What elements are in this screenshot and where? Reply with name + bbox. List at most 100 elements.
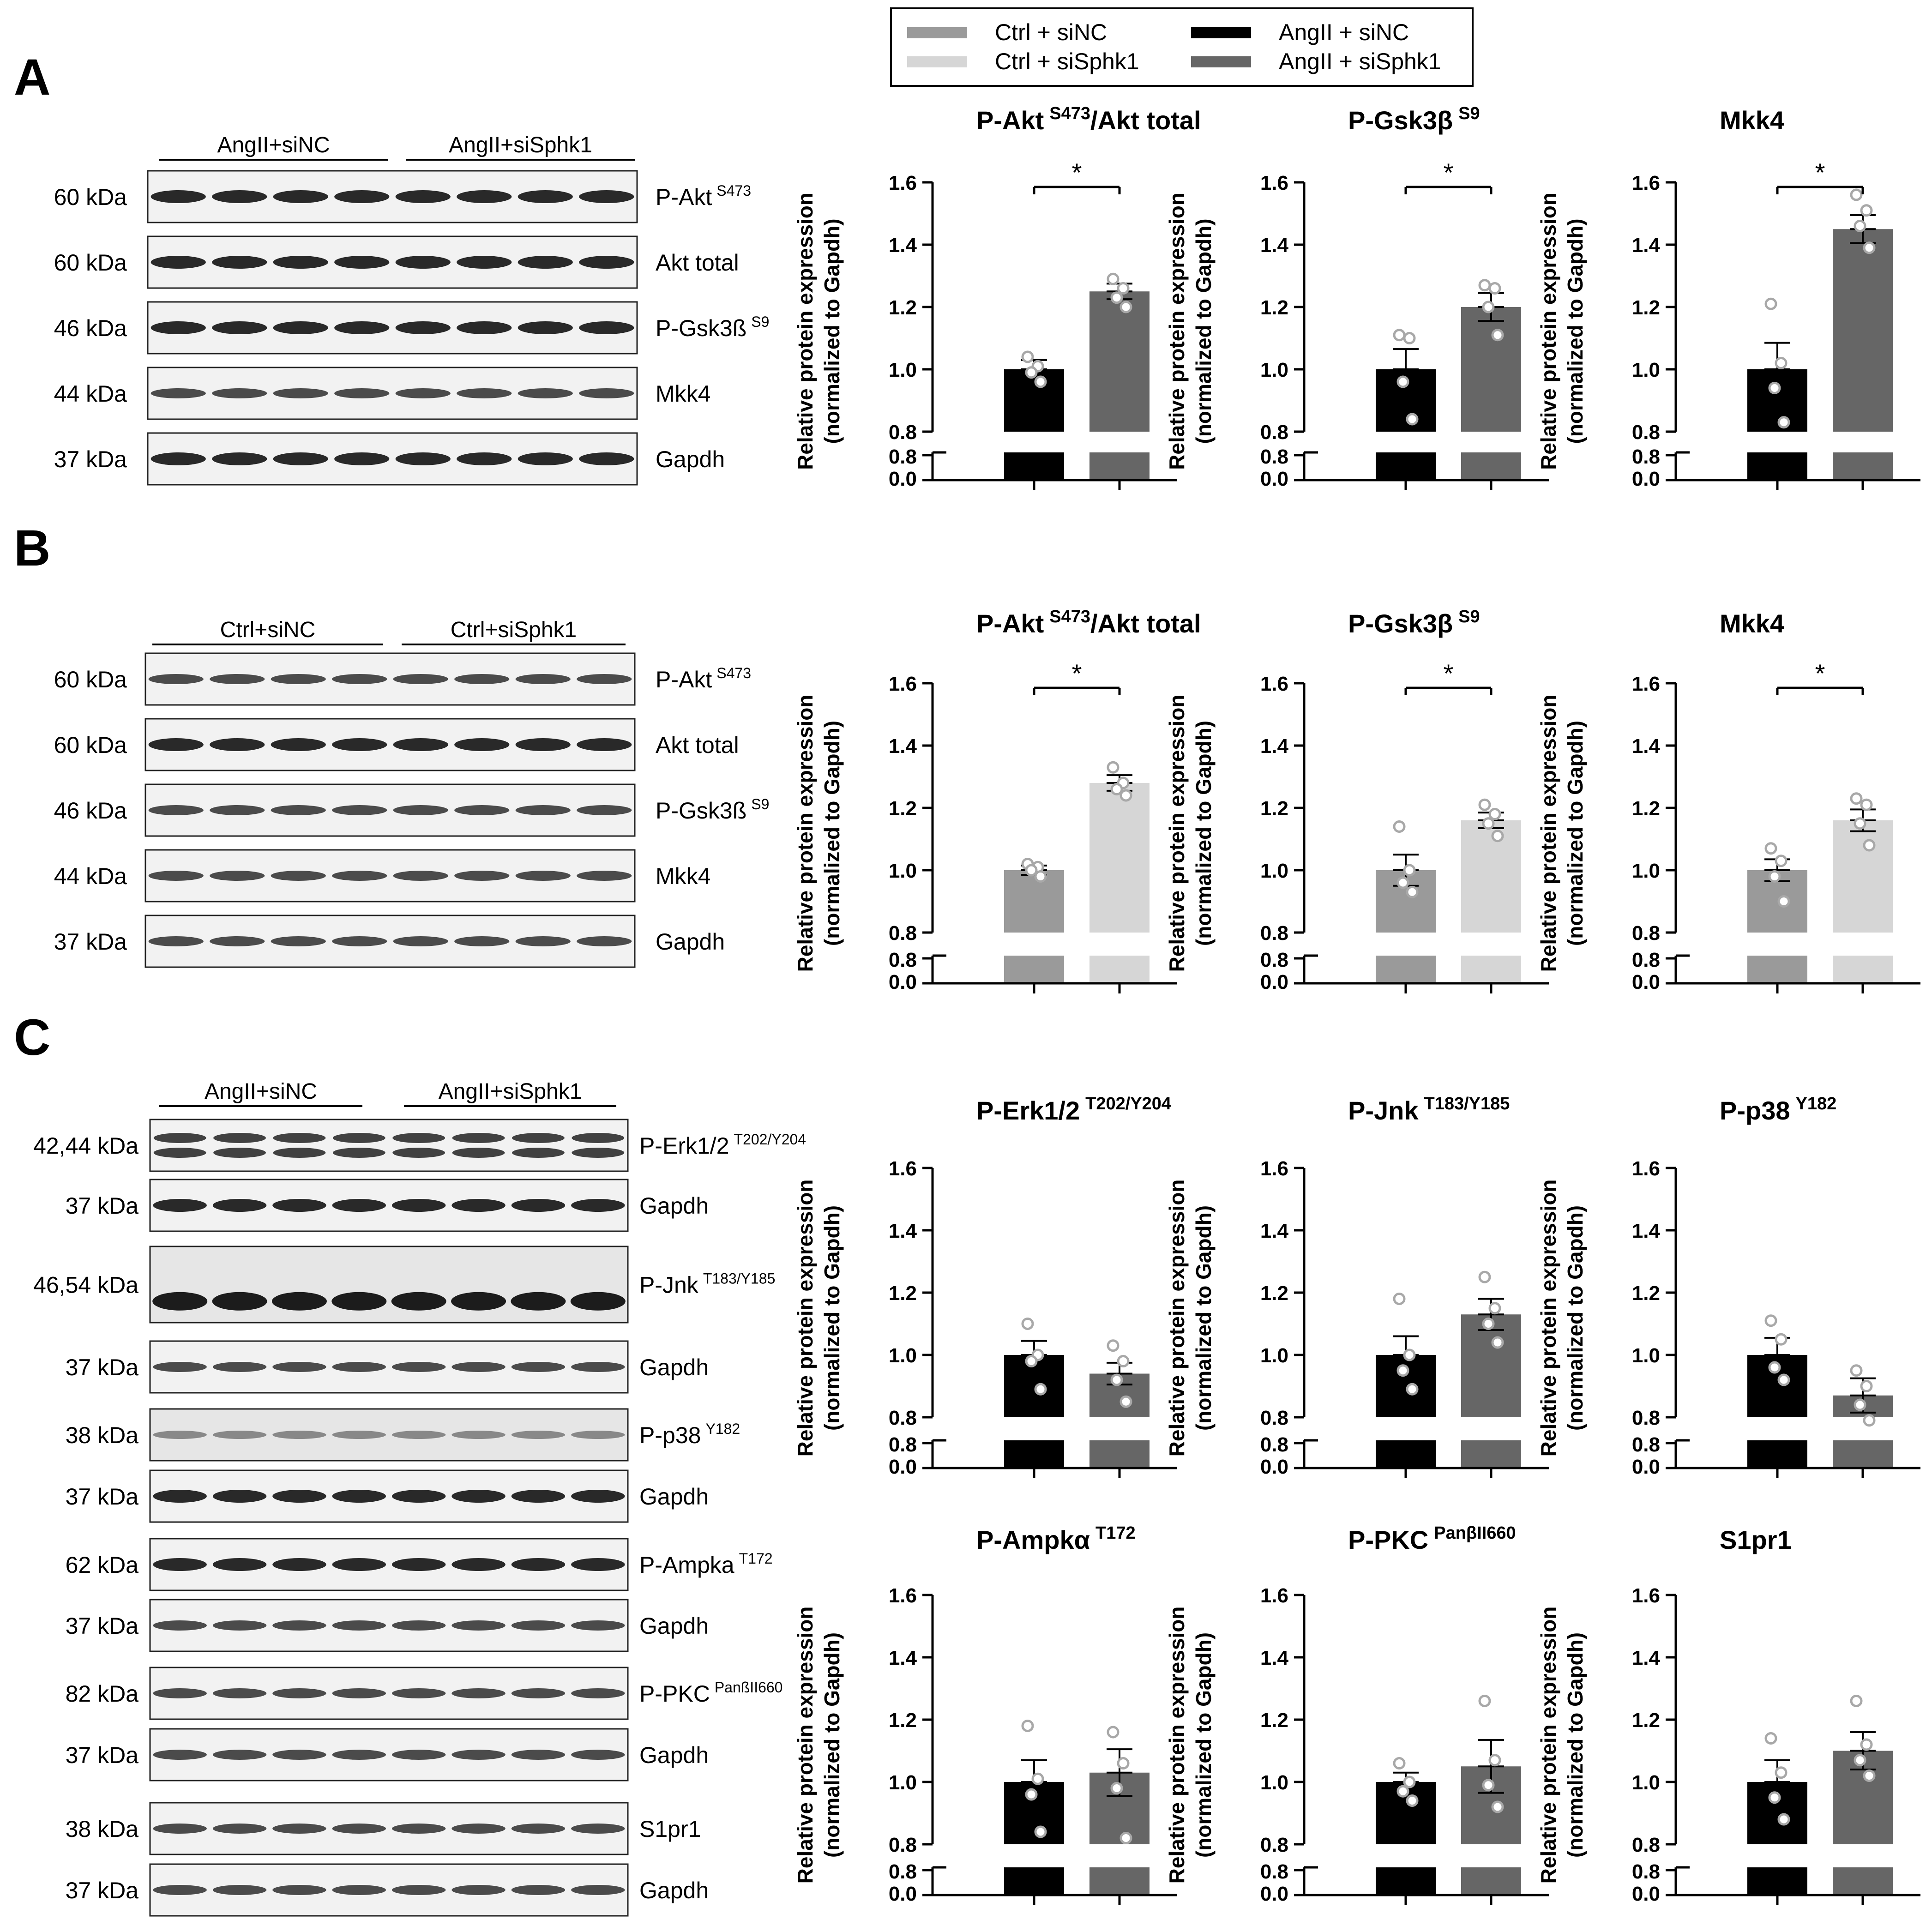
- data-point: [1764, 842, 1777, 855]
- y-tick-label: 1.4: [1632, 234, 1661, 257]
- protein-label: Gapdh: [639, 1742, 709, 1768]
- molecular-weight-label: 60 kDa: [54, 667, 127, 692]
- protein-label: P-Akt S473: [656, 182, 751, 210]
- blot-membrane: [149, 1119, 629, 1172]
- protein-label: S1pr1: [639, 1816, 701, 1842]
- y-axis-title-line: Relative protein expression: [1536, 1607, 1560, 1884]
- blot-band: [511, 1620, 566, 1631]
- data-point: [1482, 817, 1495, 830]
- protein-name: Gapdh: [639, 1354, 709, 1380]
- data-point: [1025, 366, 1038, 379]
- chart-title-suffix: /Akt total: [1090, 609, 1201, 638]
- molecular-weight-label: 60 kDa: [54, 250, 127, 276]
- blot-band: [518, 321, 573, 334]
- y-tick-label: 1.2: [1632, 1282, 1660, 1305]
- bar-chart: P-Gsk3β S9 Relative protein expression (nor…: [1165, 607, 1549, 993]
- data-point: [1021, 1720, 1034, 1732]
- blot-band: [515, 871, 571, 881]
- blot-band: [332, 1750, 386, 1760]
- protein-label: Mkk4: [656, 863, 710, 889]
- bar-base: [1376, 1867, 1436, 1895]
- y-tick-label: 1.6: [889, 172, 917, 194]
- y-tick-label: 1.0: [1632, 359, 1660, 381]
- blot-band: [273, 388, 328, 398]
- y-axis-title-line: Relative protein expression: [1165, 193, 1189, 470]
- data-point: [1406, 413, 1419, 426]
- legend-label: Ctrl + siSphk1: [995, 48, 1139, 74]
- y-tick-label: 0.8: [1260, 1834, 1288, 1856]
- data-point: [1860, 1738, 1873, 1751]
- blot-band: [454, 674, 510, 684]
- blot-band: [212, 190, 267, 203]
- blot-row: 60 kDa Akt total: [54, 235, 739, 289]
- blot-band: [454, 871, 510, 881]
- blot-band: [571, 1824, 625, 1834]
- chart-title-site: S9: [1458, 607, 1480, 626]
- blot-band: [272, 1688, 326, 1698]
- blot-band: [451, 1292, 506, 1311]
- protein-label: Akt total: [656, 250, 739, 276]
- significance-star: *: [1444, 659, 1454, 688]
- data-point: [1119, 301, 1132, 313]
- blot-band: [391, 1885, 446, 1895]
- blot-band: [391, 1431, 446, 1439]
- protein-name: Akt total: [656, 250, 739, 276]
- bar-chart: P-Gsk3β S9 Relative protein expression (nor…: [1165, 104, 1549, 490]
- protein-site: S9: [751, 796, 769, 813]
- blot-band: [393, 674, 448, 684]
- y-tick-label: 0.8: [1260, 421, 1288, 444]
- y-tick-label: 0.8: [889, 421, 917, 444]
- y-tick-label: 0.8: [1632, 421, 1660, 444]
- blot-band: [212, 388, 267, 398]
- blot-row: 44 kDa Mkk4: [54, 367, 710, 420]
- blot-band: [212, 256, 267, 269]
- chart-title: P-Ampkα T172: [976, 1523, 1136, 1554]
- protein-label: Gapdh: [639, 1193, 709, 1219]
- protein-site: S473: [716, 182, 751, 199]
- blot-band: [148, 674, 204, 684]
- blot-panel-c: C AngII+siNC AngII+siSphk1 42,44 kDa P-Erk1/…: [14, 1009, 806, 1917]
- blot-band: [332, 1885, 386, 1895]
- bar: [1089, 783, 1150, 933]
- data-point: [1777, 895, 1790, 908]
- y-tick-label: 1.4: [1260, 1647, 1289, 1669]
- data-point: [1021, 1318, 1034, 1330]
- data-point: [1488, 282, 1501, 295]
- protein-name: P-PKC: [639, 1681, 710, 1707]
- y-tick-label: 0.8: [889, 922, 917, 945]
- blot-band: [393, 738, 448, 751]
- blot-band: [391, 1620, 446, 1631]
- group-label: Ctrl+siNC: [220, 618, 316, 642]
- bar-chart: S1pr1 Relative protein expression (normali…: [1536, 1525, 1920, 1905]
- data-point: [1406, 885, 1419, 898]
- blot-band: [511, 1558, 566, 1571]
- y-tick-label: 1.6: [889, 673, 917, 695]
- blot-row: 62 kDa P-Ampka T172: [66, 1538, 773, 1591]
- legend-label: AngII + siNC: [1279, 19, 1409, 45]
- blot-band: [511, 1824, 566, 1834]
- data-point: [1117, 282, 1130, 295]
- blot-band: [577, 871, 632, 881]
- significance-star: *: [1444, 158, 1454, 187]
- blot-row: 46,54 kDa P-Jnk T183/Y185: [33, 1246, 775, 1324]
- blot-band: [153, 1558, 207, 1571]
- molecular-weight-label: 60 kDa: [54, 184, 127, 210]
- data-point: [1775, 357, 1788, 369]
- molecular-weight-label: 42,44 kDa: [33, 1133, 138, 1159]
- bar-chart: P-Ampkα T172 Relative protein expression (n…: [793, 1523, 1177, 1905]
- chart-title-site: S473: [1049, 104, 1090, 123]
- blot-band: [150, 388, 206, 398]
- data-point: [1491, 830, 1504, 843]
- y-tick-label: 1.4: [1632, 1220, 1661, 1242]
- blot-band: [577, 738, 632, 751]
- y-axis-title-line: (normalized to Gapdh): [820, 721, 844, 946]
- y-axis-title-line: (normalized to Gapdh): [1192, 1205, 1216, 1431]
- data-point: [1031, 1772, 1044, 1785]
- blot-band: [332, 1199, 386, 1212]
- bar-base: [1004, 452, 1064, 480]
- chart-title-name: P-Gsk3β: [1348, 609, 1453, 638]
- y-tick-label: 1.6: [889, 1157, 917, 1180]
- protein-label: Mkk4: [656, 381, 710, 407]
- data-point: [1850, 1364, 1863, 1377]
